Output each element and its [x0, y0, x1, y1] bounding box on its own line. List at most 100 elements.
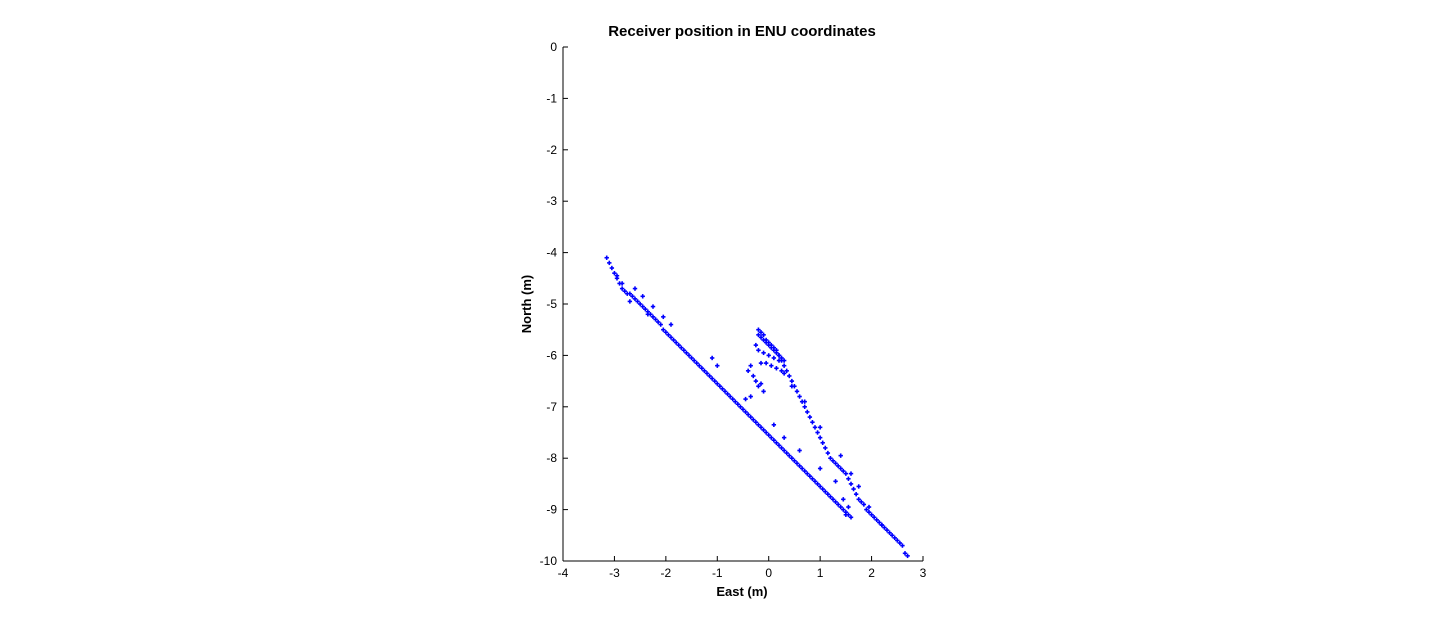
data-point — [766, 353, 771, 358]
data-point — [761, 427, 766, 433]
data-point — [846, 504, 851, 510]
data-point — [805, 409, 810, 415]
data-point — [637, 301, 643, 307]
data-point — [843, 471, 849, 476]
data-point — [758, 425, 764, 430]
data-point — [640, 304, 645, 309]
data-point — [699, 366, 705, 371]
data-point — [668, 322, 674, 327]
data-point — [797, 448, 802, 453]
data-point — [607, 260, 612, 266]
data-point — [653, 317, 658, 322]
data-point — [825, 450, 831, 456]
data-point — [877, 520, 882, 525]
data-point — [820, 486, 825, 492]
x-tick-label: -2 — [661, 566, 672, 580]
data-point — [748, 414, 753, 420]
data-point — [632, 296, 638, 302]
data-point — [622, 288, 627, 294]
data-point — [828, 456, 833, 461]
data-point — [802, 404, 807, 409]
data-point — [784, 450, 789, 456]
data-point — [689, 355, 694, 361]
data-point — [833, 479, 838, 484]
data-point — [758, 381, 764, 386]
data-point — [856, 484, 861, 489]
data-point — [671, 337, 676, 343]
axis-ticks: -4 -3 -2 -1 0 1 2 30-1-2-3-4-5-6-7-8-9-10 — [540, 40, 927, 580]
data-point — [841, 507, 846, 512]
data-point — [761, 332, 766, 338]
data-point — [797, 394, 802, 399]
data-point — [812, 425, 818, 430]
data-point — [889, 533, 895, 538]
data-point — [704, 371, 710, 376]
data-point — [650, 304, 656, 309]
y-tick-label: -5 — [546, 297, 557, 311]
data-point — [882, 525, 887, 530]
data-point — [771, 422, 777, 427]
data-point — [774, 350, 779, 356]
data-point — [789, 378, 795, 384]
data-point — [817, 484, 823, 489]
data-point — [859, 499, 864, 505]
data-point — [676, 342, 681, 348]
data-point — [848, 471, 854, 476]
data-point — [745, 368, 751, 374]
data-point — [709, 355, 715, 361]
data-point — [784, 368, 789, 374]
data-point — [627, 299, 633, 304]
x-tick-label: -1 — [712, 566, 723, 580]
data-point — [781, 435, 787, 440]
data-point — [748, 363, 753, 368]
data-point — [841, 468, 846, 474]
data-point — [815, 481, 820, 487]
data-point — [905, 553, 910, 559]
data-point — [776, 353, 782, 358]
data-point — [619, 281, 625, 286]
data-point — [779, 355, 784, 361]
data-point — [702, 368, 707, 374]
x-tick-label: -3 — [609, 566, 620, 580]
data-point — [817, 466, 823, 471]
data-point — [797, 463, 802, 469]
data-point — [838, 466, 843, 471]
data-point — [761, 350, 766, 356]
data-point — [874, 517, 879, 523]
data-point — [789, 456, 795, 461]
data-point — [632, 286, 638, 291]
plot-axes — [562, 47, 923, 562]
data-point — [794, 389, 800, 394]
data-point — [635, 299, 640, 304]
data-point — [717, 384, 723, 389]
y-axis-label: North (m) — [519, 275, 534, 334]
data-point — [720, 386, 725, 392]
data-point — [884, 527, 890, 533]
data-point — [743, 396, 748, 402]
data-point — [779, 368, 784, 374]
data-point — [697, 363, 702, 368]
x-tick-label: 0 — [765, 566, 772, 580]
data-point — [756, 422, 761, 427]
data-point — [766, 432, 771, 438]
data-point — [666, 332, 671, 338]
data-point — [679, 345, 684, 350]
data-point — [815, 430, 820, 435]
data-point — [810, 476, 815, 481]
data-point — [673, 340, 679, 345]
data-point — [787, 373, 792, 379]
y-tick-label: -9 — [546, 503, 557, 517]
y-tick-label: -7 — [546, 400, 557, 414]
data-point — [861, 502, 867, 507]
data-point — [887, 530, 892, 535]
data-point — [766, 342, 771, 348]
data-point — [751, 373, 756, 379]
data-point — [763, 340, 769, 345]
data-point — [817, 435, 823, 440]
data-point — [735, 402, 741, 407]
data-point — [761, 389, 766, 394]
data-point — [756, 327, 761, 332]
data-point — [694, 360, 699, 366]
data-point — [650, 314, 656, 320]
data-point — [753, 378, 759, 384]
